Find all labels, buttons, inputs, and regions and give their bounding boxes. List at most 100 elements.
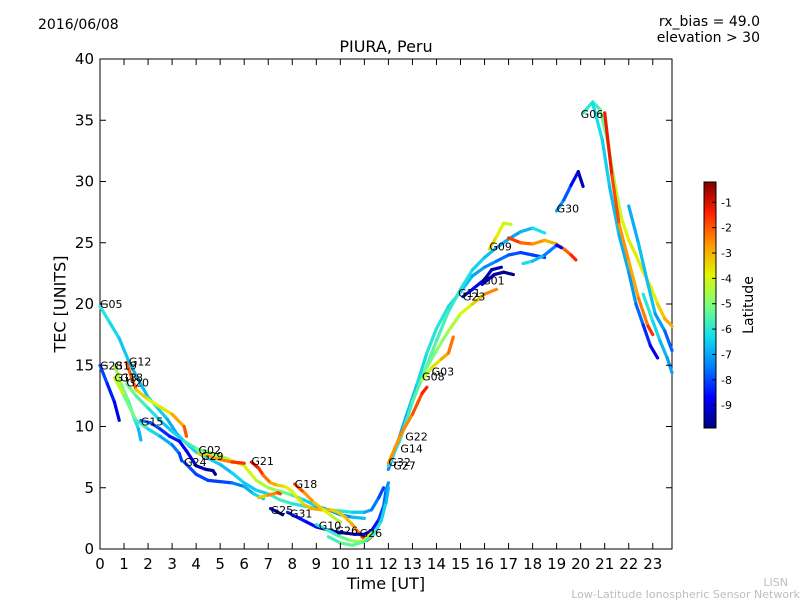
series-segment — [458, 302, 475, 316]
series-g28 — [98, 363, 121, 422]
series-segment — [326, 535, 342, 545]
series-g09c — [521, 243, 564, 266]
series-g26 — [326, 486, 391, 547]
series-segment — [206, 456, 222, 467]
series-segment — [302, 498, 318, 508]
satellite-label: G30 — [557, 202, 580, 215]
x-tick-label: 19 — [547, 555, 566, 573]
series-segment — [420, 366, 434, 382]
series-segment — [134, 388, 150, 402]
series-segment — [206, 450, 222, 458]
x-tick-label: 13 — [403, 555, 422, 573]
series-g14 — [386, 226, 547, 468]
series-segment — [627, 204, 640, 245]
series-segment — [607, 184, 621, 237]
series-segment — [646, 282, 657, 316]
satellite-label: G18 — [120, 372, 143, 385]
colorbar-tick-label: -3 — [721, 247, 732, 260]
series-segment — [112, 363, 124, 387]
series-segment — [430, 357, 443, 370]
series-segment — [555, 198, 566, 213]
elevation-label: elevation > 30 — [656, 30, 760, 46]
series-segment — [112, 375, 126, 398]
series-segment — [146, 406, 162, 422]
series-segment — [562, 183, 573, 202]
series-segment — [384, 486, 391, 505]
colorbar-tick-label: -9 — [721, 399, 732, 412]
y-tick-label: 0 — [84, 540, 94, 558]
x-tick-label: 4 — [191, 555, 201, 573]
series-segment — [206, 478, 222, 484]
series-segment — [127, 359, 141, 382]
date-label: 2016/06/08 — [38, 17, 119, 33]
series-segment — [338, 535, 352, 543]
satellite-label: G19 — [114, 359, 137, 372]
x-tick-label: 9 — [312, 555, 322, 573]
satellite-label: G22 — [405, 430, 428, 443]
satellite-label: G23 — [463, 291, 486, 304]
series-segment — [372, 519, 383, 536]
series-segment — [338, 541, 354, 547]
series-segment — [309, 506, 323, 512]
series-segment — [470, 292, 487, 306]
series-segment — [600, 138, 612, 188]
series-segment — [434, 329, 451, 353]
series-segment — [117, 336, 131, 364]
series-segment — [506, 236, 523, 245]
series-segment — [480, 273, 496, 286]
series-segment — [521, 259, 535, 266]
series-segment — [398, 412, 415, 437]
series-segment — [470, 255, 487, 272]
series-segment — [506, 250, 523, 257]
series-g25 — [269, 506, 285, 517]
series-segment — [482, 287, 499, 296]
series-segment — [576, 170, 585, 188]
series-segment — [170, 412, 186, 429]
series-segment — [492, 270, 506, 277]
series-segment — [663, 329, 674, 353]
x-axis-label: Time [UT] — [346, 574, 426, 593]
credit-short: LISN — [763, 576, 788, 589]
series-segment — [295, 495, 306, 507]
series-g06d — [627, 204, 674, 353]
series-segment — [619, 216, 631, 242]
series-segment — [98, 363, 109, 386]
series-segment — [136, 427, 143, 442]
series-segment — [230, 481, 246, 489]
satellite-label: G13 — [114, 372, 137, 385]
satellite-label: G25 — [271, 504, 294, 517]
series-segment — [470, 277, 487, 291]
series-segment — [211, 469, 217, 476]
x-tick-label: 10 — [331, 555, 350, 573]
series-g06e — [641, 292, 674, 375]
series-segment — [422, 348, 439, 373]
series-segment — [569, 170, 580, 187]
series-segment — [170, 429, 186, 443]
series-segment — [276, 510, 285, 517]
colorbar-tick-label: -6 — [721, 323, 732, 336]
series-segment — [326, 529, 342, 539]
rx-bias-label: rx_bias = 49.0 — [658, 14, 760, 30]
series-segment — [651, 319, 662, 343]
x-tick-label: 16 — [475, 555, 494, 573]
series-g30 — [555, 170, 585, 213]
series-g06c — [603, 111, 655, 337]
chart-title: PIURA, Peru — [339, 37, 433, 56]
series-segment — [446, 287, 463, 313]
series-g03 — [422, 287, 499, 373]
satellite-label: G15 — [141, 416, 164, 429]
series-segment — [658, 339, 669, 360]
series-segment — [314, 522, 330, 533]
series-segment — [531, 238, 547, 246]
y-tick-label: 10 — [75, 418, 94, 436]
series-segment — [254, 488, 270, 496]
series-g02 — [196, 451, 246, 465]
series-segment — [470, 265, 487, 278]
series-segment — [230, 460, 246, 465]
x-tick-label: 22 — [619, 555, 638, 573]
series-segment — [194, 464, 208, 471]
series-segment — [184, 449, 198, 468]
x-tick-label: 2 — [143, 555, 153, 573]
satellite-label: G02 — [199, 444, 222, 457]
series-segment — [206, 454, 222, 462]
